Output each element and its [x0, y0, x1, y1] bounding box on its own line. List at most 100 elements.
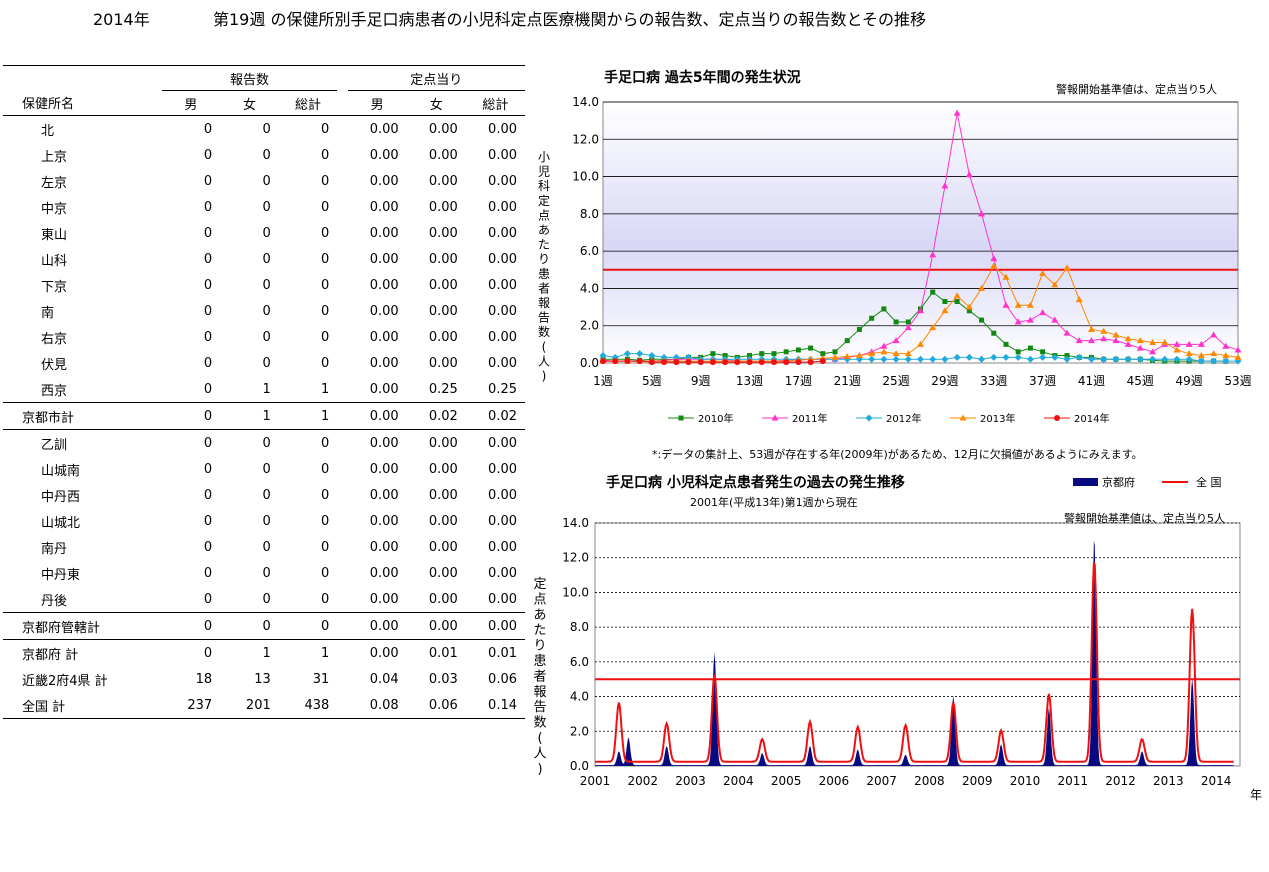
female-count: 0	[262, 591, 271, 607]
row-name: 上京	[41, 149, 68, 165]
male-count: 0	[203, 173, 213, 189]
female-count: 0	[262, 355, 271, 371]
chart2-legend-label: 全 国	[1196, 475, 1222, 489]
column-header-total-per: 総計	[465, 90, 525, 116]
chart1-point	[771, 351, 777, 357]
male-per-sentinel: 0.00	[369, 565, 399, 581]
chart1-point	[734, 359, 741, 366]
chart1-point	[929, 251, 937, 258]
chart1-point	[648, 352, 656, 360]
chart1-ylabel-char: 人	[538, 354, 550, 368]
female-per-sentinel: 0.00	[428, 303, 458, 319]
chart1-point	[697, 359, 704, 366]
chart2-x-tick-label: 2012	[1105, 774, 1136, 788]
chart1-point	[1064, 353, 1070, 359]
chart2-subtitle: 2001年(平成13年)第1週から現在	[690, 496, 858, 509]
chart1-ylabel-char: 科	[538, 179, 550, 193]
chart1-point	[880, 355, 888, 363]
female-count: 0	[262, 199, 271, 215]
male-per-sentinel: 0.00	[369, 329, 399, 345]
chart1-point	[1063, 329, 1071, 336]
chart1-point	[1197, 357, 1205, 365]
chart2-x-tick-label: 2003	[675, 774, 706, 788]
total-per-sentinel: 0.00	[488, 277, 517, 293]
total-count: 0	[321, 565, 330, 581]
table-row: 南 0 0 0 0.00 0.00 0.00	[3, 298, 525, 324]
female-per-sentinel: 0.01	[406, 639, 466, 666]
chart1-point	[1173, 346, 1181, 353]
total-count: 0	[278, 612, 338, 640]
female-count: 0	[262, 539, 271, 555]
male-per-sentinel: 0.00	[369, 591, 399, 607]
chart2-y-tick-label: 10.0	[562, 585, 589, 599]
table-row: 右京 0 0 0 0.00 0.00 0.00	[3, 324, 525, 350]
chart1-point	[990, 255, 998, 262]
chart1-point	[893, 319, 899, 325]
chart1-point	[660, 353, 668, 361]
chart1-point	[684, 353, 692, 361]
chart1-point	[1063, 264, 1071, 271]
table-row: 全国 計 237 201 438 0.08 0.06 0.14	[3, 692, 525, 719]
chart1-point	[1087, 355, 1095, 363]
chart1-point	[1185, 340, 1193, 347]
chart1-point	[1173, 355, 1181, 363]
chart1-point	[844, 338, 850, 344]
chart1-series-2014年	[600, 358, 826, 366]
female-count: 1	[262, 381, 271, 397]
chart1-point	[831, 353, 839, 360]
row-name: 中丹東	[41, 567, 81, 583]
chart1-footnote: *:データの集計上、53週が存在する年(2009年)があるため、12月に欠損値が…	[652, 448, 1143, 461]
male-count: 0	[203, 277, 213, 293]
female-per-sentinel: 0.00	[428, 461, 458, 477]
male-count: 0	[203, 147, 213, 163]
male-count: 0	[203, 513, 213, 529]
chart1-point	[904, 355, 912, 363]
chart1-point	[1039, 353, 1047, 361]
chart1-point	[966, 308, 972, 314]
male-per-sentinel: 0.00	[369, 277, 399, 293]
female-count: 0	[262, 121, 271, 137]
chart1-y-tick-label: 10.0	[572, 170, 599, 184]
chart1-point	[1051, 281, 1059, 288]
female-count: 0	[262, 461, 271, 477]
male-per-sentinel: 0.00	[369, 381, 399, 397]
total-per-sentinel: 0.00	[488, 303, 517, 319]
chart1-point	[636, 350, 644, 358]
female-per-sentinel: 0.00	[428, 251, 458, 267]
chart1-point	[1124, 340, 1132, 347]
chart1-point	[869, 315, 875, 321]
chart1-point	[1003, 341, 1009, 347]
page-title: 第19週 の保健所別手足口病患者の小児科定点医療機関からの報告数、定点当りの報告…	[213, 10, 926, 29]
chart1-point	[1210, 357, 1218, 365]
male-per-sentinel: 0.00	[369, 355, 399, 371]
female-count: 0	[262, 147, 271, 163]
chart1-point	[747, 353, 753, 359]
chart1-point	[990, 262, 998, 269]
male-per-sentinel: 0.00	[369, 225, 399, 241]
chart2-title: 手足口病 小児科定点患者発生の過去の発生推移	[606, 475, 905, 491]
chart1-point	[892, 337, 900, 344]
chart1-point	[819, 358, 826, 365]
male-count: 0	[161, 402, 221, 430]
chart1-legend-item: 2012年	[856, 412, 921, 425]
chart1-point	[843, 352, 851, 359]
column-header-male: 男	[161, 90, 221, 116]
chart1-y-tick-label: 4.0	[580, 281, 599, 295]
male-per-sentinel: 0.08	[347, 692, 407, 719]
column-header-female: 女	[220, 90, 279, 116]
chart1-point	[1075, 353, 1083, 361]
chart1-point	[1100, 327, 1108, 334]
male-per-sentinel: 0.00	[347, 639, 407, 666]
chart2-x-tick-label: 2002	[628, 774, 659, 788]
chart1-legend-marker	[678, 415, 684, 421]
female-count: 0	[262, 565, 271, 581]
chart1-point	[1222, 352, 1230, 359]
column-header-female-per: 女	[406, 90, 466, 116]
female-per-sentinel: 0.00	[428, 173, 458, 189]
chart1-point	[648, 359, 655, 366]
chart1-point	[623, 350, 631, 358]
chart1-x-tick-label: 25週	[882, 374, 909, 388]
group-header-reports: 報告数	[161, 65, 338, 91]
